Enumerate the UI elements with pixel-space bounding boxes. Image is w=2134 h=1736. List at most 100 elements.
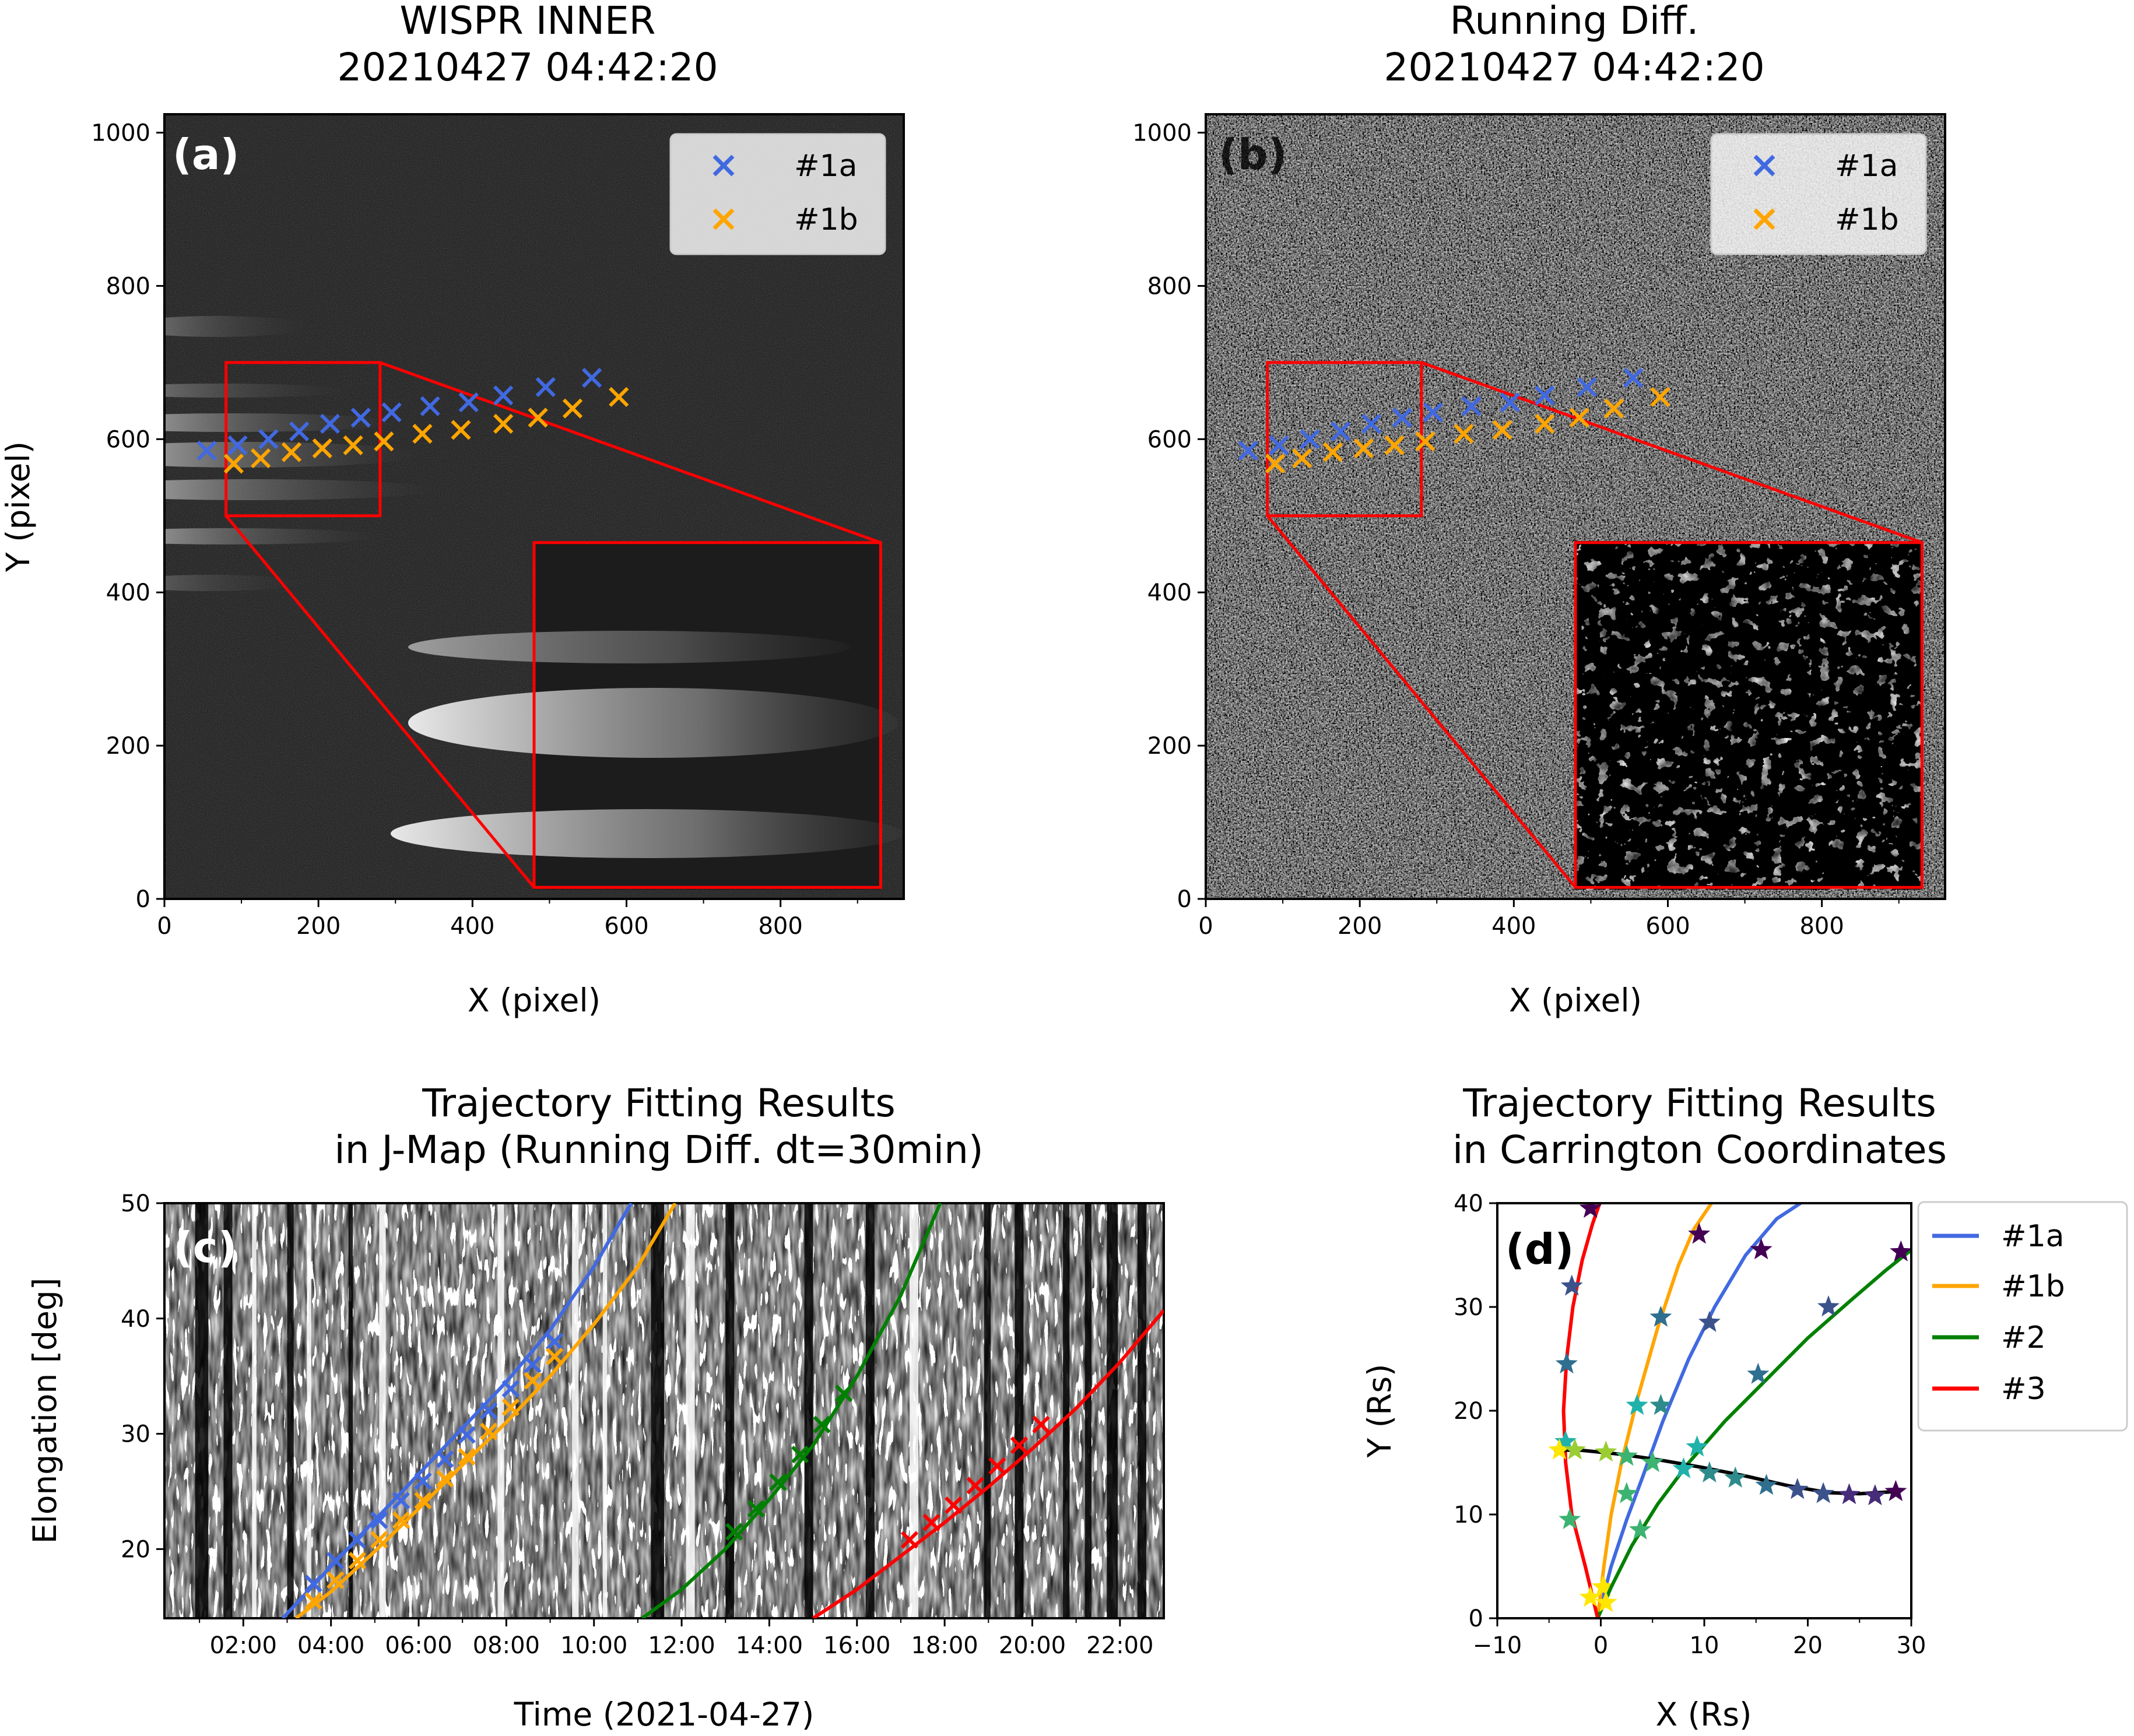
- jmap-point-1a: [524, 1355, 542, 1374]
- panel-a-markers: [196, 368, 629, 474]
- jmap-point-1a: [327, 1551, 345, 1570]
- jmap-point-1b: [480, 1422, 498, 1440]
- marker-1b: [1454, 424, 1474, 444]
- marker-1b: [493, 413, 514, 434]
- panel-b-ytick-label: 0: [1177, 886, 1192, 913]
- trajectory-star: [1626, 1394, 1648, 1415]
- marker-1b: [223, 454, 244, 474]
- panel-a-ytick-label: 200: [106, 733, 150, 760]
- panel-d-title-line1: Trajectory Fitting Results: [1462, 1081, 1936, 1126]
- marker-1a: [1392, 407, 1412, 428]
- marker-1a: [581, 368, 602, 388]
- panel-b-ytick-label: 600: [1147, 426, 1192, 453]
- marker-1b: [1603, 398, 1624, 419]
- fit-line-3: [812, 1309, 1164, 1618]
- trajectory-star: [1559, 1507, 1581, 1530]
- marker-1b: [281, 442, 302, 462]
- legend-1a-marker: [712, 154, 735, 177]
- panel-d-ytick-label: 10: [1454, 1502, 1483, 1528]
- trajectory-star: [1564, 1438, 1587, 1460]
- jmap-point-1b: [436, 1470, 454, 1488]
- jmap-point-1b: [392, 1511, 410, 1530]
- panel-d-title-line2: in Carrington Coordinates: [1452, 1127, 1947, 1172]
- trajectory-star: [1884, 1480, 1907, 1501]
- jmap-point-1a: [458, 1426, 476, 1444]
- trajectory-star: [1686, 1435, 1708, 1457]
- marker-1a: [1535, 385, 1555, 406]
- panel-b: Running Diff. 20210427 04:42:20 0 200 400 6…: [1132, 0, 1946, 1019]
- panel-a-title-line2: 20210427 04:42:20: [337, 45, 718, 90]
- jmap-point-3: [1010, 1436, 1029, 1454]
- marker-1b: [562, 398, 583, 419]
- jmap-point-3: [966, 1477, 984, 1495]
- marker-1a: [381, 402, 402, 423]
- panel-a-ylabel: Y (pixel): [0, 441, 37, 572]
- legend-2-label: #2: [2001, 1320, 2046, 1355]
- trajectory-star: [1592, 1575, 1614, 1597]
- marker-1b: [451, 420, 471, 440]
- panel-c-xtick-label: 12:00: [648, 1632, 715, 1659]
- panel-c-title-line1: Trajectory Fitting Results: [422, 1081, 895, 1126]
- panel-c-xtick-label: 08:00: [473, 1632, 540, 1659]
- panel-a-legend: #1a #1b: [669, 133, 886, 255]
- panel-d-xlabel: X (Rs): [1656, 1696, 1752, 1733]
- marker-1a: [1500, 392, 1520, 413]
- panel-d-label: (d): [1505, 1225, 1574, 1274]
- marker-1a: [227, 435, 248, 455]
- fit-line-1a: [281, 1203, 633, 1618]
- panel-b-ytick-label: 1000: [1132, 120, 1192, 147]
- panel-d-ytick-label: 40: [1454, 1190, 1483, 1217]
- jmap-point-1a: [392, 1492, 410, 1510]
- marker-1b: [1322, 442, 1343, 462]
- marker-1a: [420, 396, 440, 416]
- legend-1b-label: #1b: [1835, 202, 1899, 237]
- panel-a-xtick-label: 400: [450, 913, 494, 940]
- panel-b-xlabel: X (pixel): [1509, 982, 1642, 1019]
- marker-1a: [1461, 396, 1482, 416]
- panel-b-ytick-label: 200: [1147, 733, 1192, 760]
- panel-d-xtick-label: −10: [1473, 1632, 1522, 1659]
- jmap-point-1b: [370, 1531, 388, 1549]
- panel-b-ytick-label: 800: [1147, 273, 1192, 300]
- legend-1b-label: #1b: [794, 202, 858, 237]
- trajectory-1a: [1596, 1203, 1802, 1618]
- panel-c-xlabel: Time (2021-04-27): [514, 1696, 815, 1733]
- trajectory-star: [1724, 1466, 1747, 1488]
- panel-b-legend: #1a #1b: [1710, 133, 1927, 255]
- panel-c-xtick-label: 18:00: [911, 1632, 978, 1659]
- marker-1b: [528, 407, 548, 428]
- marker-1b: [1384, 435, 1405, 455]
- trajectory-star: [1812, 1482, 1835, 1503]
- zoom-connector-bottom: [1266, 515, 1577, 888]
- legend-1a-label: #1a: [1835, 149, 1898, 184]
- panel-b-xtick-label: 600: [1645, 913, 1690, 940]
- marker-1a: [1238, 440, 1258, 461]
- marker-1b: [1569, 407, 1589, 428]
- panel-d-xtick-label: 20: [1793, 1632, 1823, 1659]
- panel-c-axes: 02:00 04:00 06:00 08:00 10:00 12:00 14:00 16:00…: [121, 1190, 1153, 1659]
- trajectory-star: [1649, 1305, 1672, 1327]
- marker-1b: [412, 424, 433, 444]
- panel-a-title-line1: WISPR INNER: [399, 0, 655, 43]
- panel-b-xtick-label: 0: [1198, 913, 1213, 940]
- inset-frame: [1574, 541, 1924, 889]
- trajectory-star: [1555, 1352, 1578, 1374]
- trajectory-star: [1615, 1445, 1638, 1466]
- panel-a-xtick-label: 600: [604, 913, 648, 940]
- marker-1a: [196, 440, 217, 461]
- marker-1a: [1300, 429, 1320, 449]
- trajectory-star: [1548, 1438, 1571, 1460]
- jmap-point-1a: [414, 1472, 432, 1490]
- marker-1b: [1415, 431, 1435, 452]
- panel-a-ytick-label: 800: [106, 273, 150, 300]
- trajectory-star: [1641, 1451, 1664, 1473]
- marker-1b: [1291, 448, 1312, 469]
- trajectory-3: [1561, 1203, 1602, 1618]
- trajectory-star: [1579, 1586, 1602, 1607]
- panel-c-title-line2: in J-Map (Running Diff. dt=30min): [334, 1127, 983, 1172]
- panel-b-xtick-label: 200: [1338, 913, 1382, 940]
- panel-c-ylabel: Elongation [deg]: [26, 1278, 64, 1544]
- marker-1a: [1623, 368, 1644, 388]
- marker-1a: [1577, 377, 1597, 398]
